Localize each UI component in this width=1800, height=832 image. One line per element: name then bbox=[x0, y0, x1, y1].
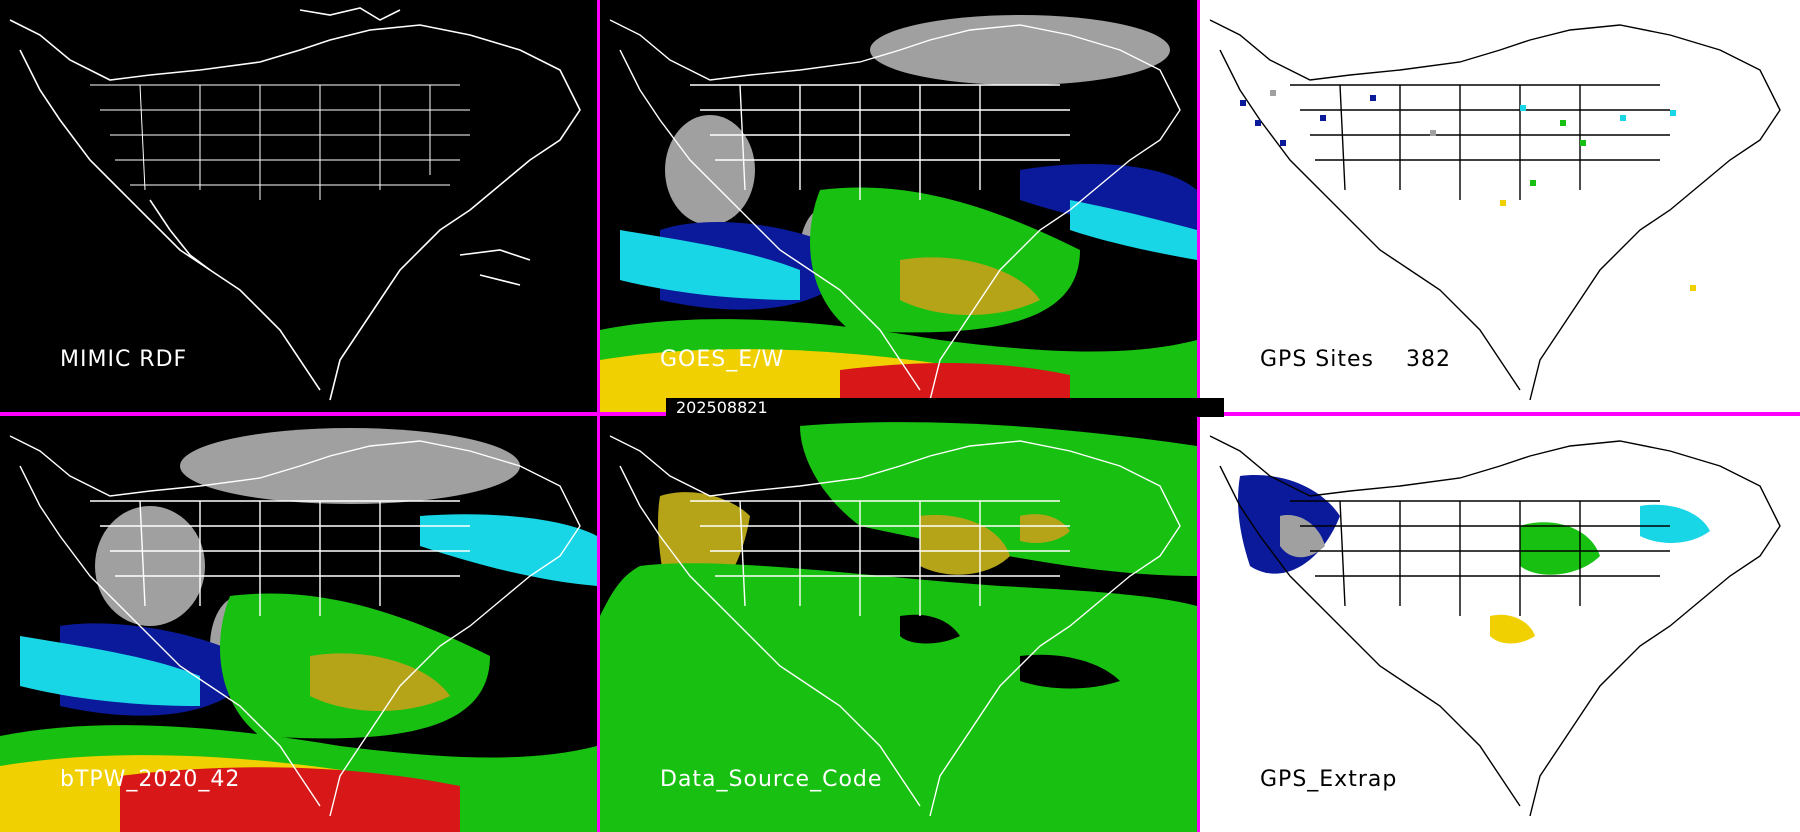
panel-gps-extrap: GPS_Extrap bbox=[1200, 416, 1800, 832]
continent-outline bbox=[9, 7, 581, 401]
panel-goes-ew: GOES_E/W bbox=[600, 0, 1197, 412]
panel-label: MIMIC RDF bbox=[60, 347, 188, 372]
tpw-field bbox=[0, 428, 597, 832]
panel-label: GOES_E/W bbox=[660, 347, 785, 372]
continent-outline bbox=[609, 435, 1181, 817]
continent-outline bbox=[9, 435, 581, 817]
timestamp-label: 202508821 bbox=[666, 398, 1224, 417]
map-gps-extrap bbox=[1209, 435, 1781, 817]
panel-mimic-rdf: MIMIC RDF bbox=[0, 0, 597, 412]
panel-label: GPS_Extrap bbox=[1260, 767, 1398, 792]
continent-outline bbox=[609, 19, 1181, 401]
continent-outline bbox=[1209, 19, 1781, 401]
gps-site-markers bbox=[1240, 90, 1696, 291]
panel-label: Data_Source_Code bbox=[660, 767, 883, 792]
map-gps-sites bbox=[1209, 19, 1781, 401]
continent-outline bbox=[1209, 435, 1781, 817]
source-field bbox=[600, 422, 1197, 832]
map-goes-ew bbox=[600, 15, 1197, 412]
map-data-source-code bbox=[600, 422, 1197, 832]
map-btpw bbox=[0, 428, 597, 832]
map-mimic-rdf bbox=[9, 7, 581, 401]
tpw-field bbox=[600, 15, 1197, 412]
panel-label: GPS Sites 382 bbox=[1260, 347, 1451, 372]
panel-btpw: bTPW_2020_42 bbox=[0, 416, 597, 832]
panel-data-source-code: Data_Source_Code bbox=[600, 416, 1197, 832]
state-borders bbox=[90, 84, 470, 200]
panel-gps-sites: GPS Sites 382 bbox=[1200, 0, 1800, 412]
divider-vertical-left bbox=[597, 0, 600, 832]
panel-label: bTPW_2020_42 bbox=[60, 767, 241, 792]
